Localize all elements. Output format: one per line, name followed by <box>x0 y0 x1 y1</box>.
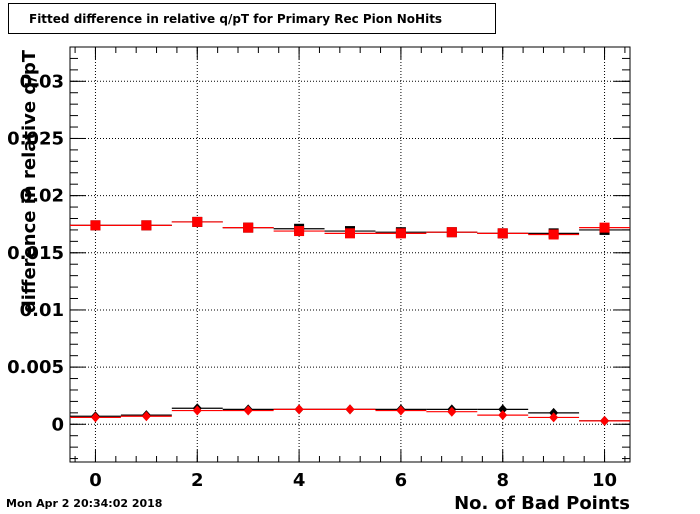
y-tick-label: 0.03 <box>20 71 64 92</box>
x-tick-label: 8 <box>496 470 509 491</box>
data-point <box>345 228 355 239</box>
grid <box>70 47 630 462</box>
x-tick-label: 4 <box>293 470 306 491</box>
data-point <box>447 406 457 417</box>
x-tick-label: 2 <box>191 470 204 491</box>
data-point <box>599 222 610 233</box>
data-point <box>345 404 355 415</box>
x-tick-label: 10 <box>592 470 617 491</box>
x-tick-label: 0 <box>89 470 102 491</box>
timestamp: Mon Apr 2 20:34:02 2018 <box>6 497 163 510</box>
x-axis-title: No. of Bad Points <box>454 493 630 514</box>
data-point <box>243 405 253 416</box>
chart-title-box: Fitted difference in relative q/pT for P… <box>8 3 496 34</box>
x-tick-labels: 0 2 4 6 8 10 <box>89 470 617 491</box>
y-tick-labels: 0 0.005 0.01 0.015 0.02 0.025 0.03 <box>7 71 64 435</box>
y-tick-label: 0 <box>51 414 64 435</box>
data-point <box>90 412 100 423</box>
series-layer <box>70 216 630 426</box>
data-point <box>600 415 610 426</box>
data-point <box>294 226 305 237</box>
data-point <box>141 411 151 422</box>
chart-title: Fitted difference in relative q/pT for P… <box>29 11 443 26</box>
y-tick-label: 0.025 <box>7 128 64 149</box>
y-tick-label: 0.02 <box>20 186 64 207</box>
axis-ticks <box>70 46 630 462</box>
y-tick-label: 0.01 <box>20 300 64 321</box>
data-point <box>141 220 152 231</box>
data-point <box>497 228 508 239</box>
data-point <box>396 405 406 416</box>
data-point <box>192 216 203 227</box>
y-axis-title: difference in relative q/pT <box>19 49 40 313</box>
data-point <box>90 220 101 231</box>
data-point <box>395 228 406 239</box>
data-point <box>243 222 254 233</box>
plot-frame <box>69 46 631 463</box>
data-point <box>294 404 304 415</box>
data-point <box>548 229 559 240</box>
data-point <box>498 410 508 421</box>
data-point <box>498 404 508 415</box>
series-2 <box>70 216 630 240</box>
series-4 <box>70 404 630 426</box>
x-tick-label: 6 <box>395 470 408 491</box>
y-tick-label: 0.005 <box>7 357 64 378</box>
data-point <box>192 405 202 416</box>
data-point <box>549 412 559 423</box>
y-tick-label: 0.015 <box>7 243 64 264</box>
data-point <box>446 227 457 238</box>
